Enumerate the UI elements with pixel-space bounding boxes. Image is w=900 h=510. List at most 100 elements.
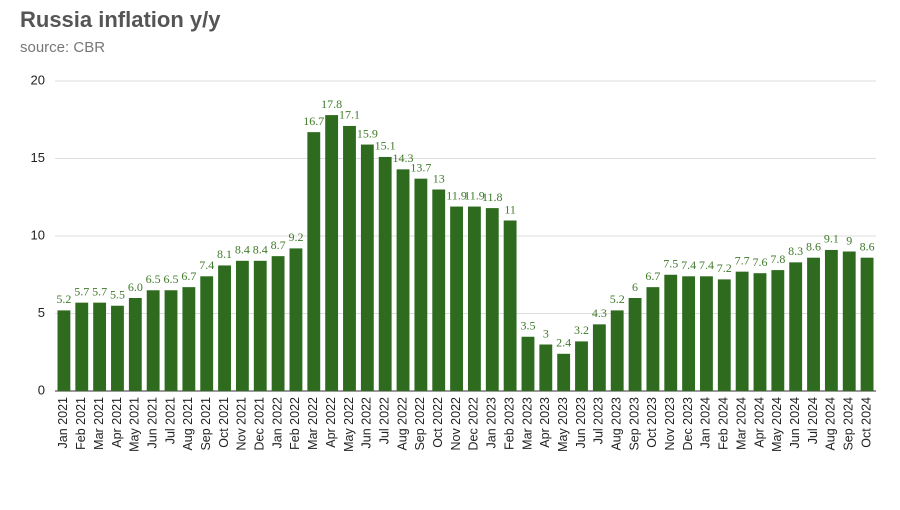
bar: [378, 156, 392, 391]
value-label: 4.3: [592, 306, 607, 320]
bar: [503, 220, 517, 391]
x-tick-label: Jun 2023: [574, 397, 588, 448]
bar: [682, 276, 696, 391]
value-label: 6.0: [128, 280, 143, 294]
value-label: 6.7: [181, 269, 196, 283]
y-tick-label: 20: [31, 72, 45, 87]
value-label: 5.5: [110, 288, 125, 302]
value-label: 11: [504, 202, 516, 216]
value-label: 3: [543, 326, 549, 340]
bar: [557, 353, 571, 391]
bar: [146, 290, 160, 391]
x-tick-label: Jun 2024: [788, 397, 802, 448]
x-tick-label: Jan 2022: [270, 397, 284, 448]
x-tick-label: May 2021: [128, 397, 142, 452]
bar: [450, 206, 464, 391]
bar: [717, 279, 731, 391]
value-label: 3.2: [574, 323, 589, 337]
x-tick-label: Nov 2023: [663, 397, 677, 451]
x-tick-label: Nov 2021: [235, 397, 249, 451]
value-label: 9.2: [288, 230, 303, 244]
value-label: 8.3: [788, 244, 803, 258]
value-label: 7.4: [199, 258, 214, 272]
value-label: 7.4: [681, 258, 696, 272]
value-label: 5.7: [92, 284, 107, 298]
value-label: 7.6: [752, 255, 767, 269]
value-label: 8.7: [271, 238, 286, 252]
value-label: 6.5: [164, 272, 179, 286]
bar: [271, 256, 285, 391]
value-label: 13: [433, 171, 445, 185]
bar: [289, 248, 303, 391]
x-tick-label: Jun 2022: [360, 397, 374, 448]
value-label: 5.7: [74, 284, 89, 298]
x-tick-label: Sep 2023: [627, 397, 641, 451]
x-tick-label: May 2023: [556, 397, 570, 452]
bar: [93, 302, 107, 391]
value-label: 16.7: [303, 114, 324, 128]
value-label: 8.1: [217, 247, 232, 261]
x-tick-label: Apr 2022: [324, 397, 338, 448]
bar: [735, 271, 749, 391]
bar: [200, 276, 214, 391]
value-label: 15.9: [357, 126, 378, 140]
x-tick-label: Jan 2021: [56, 397, 70, 448]
bar: [664, 274, 678, 391]
bar: [753, 273, 767, 391]
bar: [485, 208, 499, 391]
value-label: 15.1: [375, 139, 396, 153]
bar: [771, 270, 785, 391]
bar: [343, 125, 356, 391]
value-label: 7.5: [663, 257, 678, 271]
value-label: 5.2: [610, 292, 625, 306]
x-tick-label: Aug 2022: [395, 397, 409, 451]
y-tick-label: 0: [38, 382, 45, 397]
x-tick-label: Jan 2023: [485, 397, 499, 448]
value-label: 17.8: [321, 97, 342, 111]
x-tick-label: Aug 2021: [181, 397, 195, 451]
x-tick-label: Oct 2022: [431, 397, 445, 448]
x-tick-label: Oct 2021: [217, 397, 231, 448]
bar: [521, 336, 535, 391]
bar: [700, 276, 713, 391]
y-tick-label: 10: [31, 227, 45, 242]
x-tick-label: Mar 2024: [734, 397, 748, 450]
x-tick-label: Oct 2023: [645, 397, 659, 448]
x-tick-label: Sep 2021: [199, 397, 213, 451]
value-label: 9.1: [824, 232, 839, 246]
bar: [432, 189, 446, 391]
bar: [467, 206, 481, 391]
value-label: 8.6: [806, 239, 821, 253]
x-tick-label: Aug 2023: [610, 397, 624, 451]
bar: [842, 251, 856, 391]
value-label: 8.4: [235, 243, 250, 257]
x-tick-label: Dec 2023: [681, 397, 695, 451]
x-tick-label: Apr 2023: [538, 397, 552, 448]
x-tick-label: Feb 2022: [288, 397, 302, 450]
bar: [235, 260, 249, 391]
bar: [575, 341, 588, 391]
value-label: 7.8: [770, 252, 785, 266]
value-label: 5.2: [56, 292, 71, 306]
x-tick-label: Aug 2024: [824, 397, 838, 451]
x-tick-label: Mar 2023: [520, 397, 534, 450]
bar: [218, 265, 231, 391]
value-label: 7.7: [735, 253, 750, 267]
y-tick-label: 15: [31, 150, 45, 165]
x-tick-label: Dec 2021: [253, 397, 267, 451]
x-tick-label: Feb 2023: [502, 397, 516, 450]
x-tick-label: Apr 2021: [110, 397, 124, 448]
bar: [360, 144, 374, 391]
bar: [307, 132, 321, 391]
bar: [824, 249, 838, 391]
bar: [628, 298, 642, 391]
value-label: 7.4: [699, 258, 714, 272]
bar: [807, 257, 820, 391]
value-label: 11.8: [482, 190, 503, 204]
bar: [646, 287, 660, 391]
x-tick-label: Nov 2022: [449, 397, 463, 451]
value-label: 17.1: [339, 108, 360, 122]
bar: [128, 298, 142, 391]
value-label: 7.2: [717, 261, 732, 275]
